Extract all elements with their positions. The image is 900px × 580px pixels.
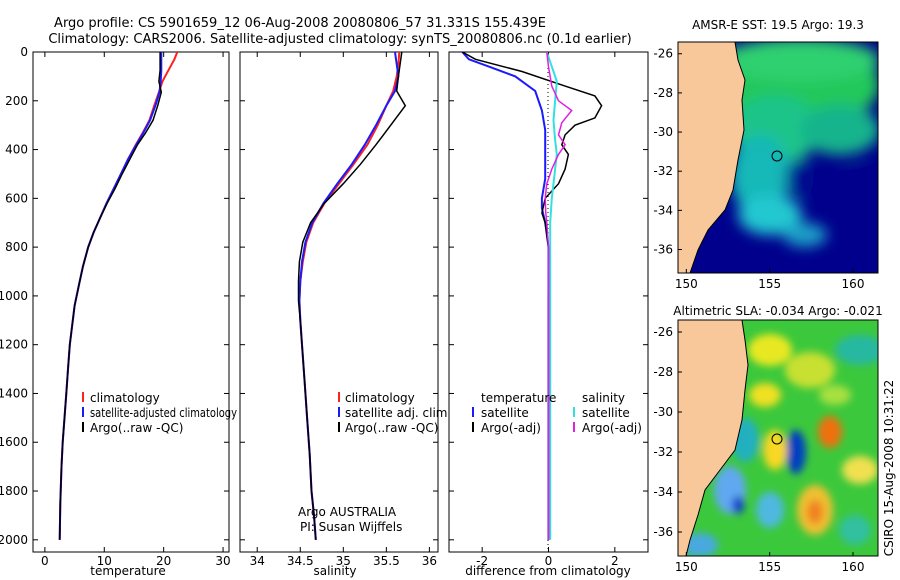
y-tick-label: 1600	[0, 435, 28, 449]
x-tick-label: 20	[156, 554, 171, 568]
y-tick-label: 2000	[0, 533, 28, 547]
map-y-tick-label: -32	[653, 164, 673, 178]
map-y-tick-label: -26	[653, 325, 673, 339]
temperature-axes-frame	[32, 51, 230, 553]
x-tick-label: 34.5	[287, 554, 314, 568]
legend-swatch-argo	[82, 422, 84, 432]
map-x-tick-label: 160	[842, 277, 865, 291]
map-y-tick-label: -36	[653, 243, 673, 257]
map-y-tick-label: -34	[653, 485, 673, 499]
x-tick-label: 10	[97, 554, 112, 568]
map-x-tick-label: 155	[758, 560, 781, 574]
argo-program-annotation: Argo AUSTRALIA	[298, 505, 397, 519]
legend-satellite-temp: satellite	[481, 406, 529, 420]
difference-panel: -2 0 2 difference from climatology tempera…	[448, 51, 649, 578]
sst-argo-location-marker	[771, 150, 783, 162]
temperature-ticks: 0 10 20 30 0 200 400 600 800 1000 1200 1400 1600 1800…	[0, 45, 231, 568]
pi-annotation: PI: Susan Wijffels	[300, 520, 402, 534]
temperature-legend: climatology satellite-adjusted climatolo…	[82, 391, 237, 435]
temperature-xlabel: temperature	[90, 564, 165, 578]
map-y-tick-label: -32	[653, 445, 673, 459]
map-y-tick-label: -30	[653, 125, 673, 139]
figure-title-line2: Climatology: CARS2006. Satellite-adjuste…	[48, 32, 631, 47]
salinity-line-argo	[297, 52, 407, 540]
x-tick-label: 0	[545, 554, 553, 568]
legend-swatch-climatology	[338, 392, 340, 402]
map-x-tick-label: 160	[842, 560, 865, 574]
x-tick-label: 0	[41, 554, 49, 568]
x-tick-label: 2	[611, 554, 619, 568]
sla-map-title: Altimetric SLA: -0.034 Argo: -0.021	[673, 304, 882, 318]
y-tick-label: 1000	[0, 289, 28, 303]
legend-satellite-sal: satellite	[582, 406, 630, 420]
sla-map-ticks: 150 155 160 -26 -28 -30 -32 -34 -36	[653, 325, 864, 574]
legend-argo: Argo(..raw -QC)	[345, 421, 438, 435]
map-x-tick-label: 150	[675, 560, 698, 574]
legend-swatch-satellite-sal	[573, 407, 575, 417]
map-y-tick-label: -34	[653, 203, 673, 217]
salinity-axes-frame	[239, 51, 439, 553]
map-y-tick-label: -28	[653, 365, 673, 379]
sla-map-panel: Altimetric SLA: -0.034 Argo: -0.021	[653, 304, 882, 574]
y-tick-label: 0	[20, 45, 28, 59]
figure-title-line1: Argo profile: CS 5901659_12 06-Aug-2008 …	[54, 16, 546, 31]
legend-swatch-satellite	[82, 407, 84, 417]
y-tick-label: 600	[5, 191, 28, 205]
map-y-tick-label: -36	[653, 525, 673, 539]
salinity-ticks: 34 34.5 35 35.5 36	[240, 51, 438, 568]
y-tick-label: 200	[5, 94, 28, 108]
y-tick-label: 1200	[0, 338, 28, 352]
temperature-line-argo	[58, 52, 163, 540]
temperature-panel: 0 10 20 30 0 200 400 600 800 1000 1200 1400 1600 1800…	[0, 45, 237, 578]
legend-satellite: satellite-adjusted climatology	[90, 406, 237, 420]
difference-xlabel: difference from climatology	[465, 564, 631, 578]
sst-map-panel: AMSR-E SST: 19.5 Argo: 19.3 150 155 160 -26…	[653, 18, 879, 291]
y-tick-label: 1800	[0, 484, 28, 498]
sst-map-title: AMSR-E SST: 19.5 Argo: 19.3	[692, 18, 864, 32]
x-tick-label: 36	[422, 554, 437, 568]
sst-map-image	[678, 42, 878, 273]
legend-argo-temp: Argo(-adj)	[481, 421, 541, 435]
x-tick-label: 34	[250, 554, 265, 568]
legend-salinity-header: salinity	[582, 391, 625, 405]
csiro-timestamp-label: CSIRO 15-Aug-2008 10:31:22	[882, 380, 896, 556]
legend-swatch-argo	[338, 422, 340, 432]
salinity-panel: 34 34.5 35 35.5 36 salinity climatology sate…	[239, 51, 451, 578]
legend-temperature-header: temperature	[481, 391, 556, 405]
sla-map-image	[678, 320, 878, 556]
map-y-tick-label: -26	[653, 47, 673, 61]
x-tick-label: -2	[476, 554, 488, 568]
legend-argo-sal: Argo(-adj)	[582, 421, 642, 435]
legend-swatch-satellite-temp	[472, 407, 474, 417]
map-x-tick-label: 155	[758, 277, 781, 291]
x-tick-label: 35	[336, 554, 351, 568]
legend-argo: Argo(..raw -QC)	[90, 421, 183, 435]
x-tick-label: 30	[215, 554, 230, 568]
difference-legend: temperature satellite Argo(-adj) salinit…	[472, 391, 642, 435]
legend-satellite: satellite adj. clim.	[345, 406, 451, 420]
salinity-xlabel: salinity	[313, 564, 356, 578]
map-y-tick-label: -28	[653, 86, 673, 100]
legend-climatology: climatology	[90, 391, 160, 405]
legend-swatch-satellite	[338, 407, 340, 417]
salinity-legend: climatology satellite adj. clim. Argo(..…	[338, 391, 451, 435]
legend-swatch-climatology	[82, 392, 84, 402]
y-tick-label: 800	[5, 240, 28, 254]
sla-argo-location-marker	[771, 433, 783, 445]
legend-climatology: climatology	[345, 391, 415, 405]
x-tick-label: 35.5	[373, 554, 400, 568]
difference-line-argo-salinity	[544, 52, 573, 540]
y-tick-label: 1400	[0, 386, 28, 400]
map-x-tick-label: 150	[675, 277, 698, 291]
y-tick-label: 400	[5, 143, 28, 157]
legend-swatch-argo-sal	[573, 422, 575, 432]
legend-swatch-argo-temp	[472, 422, 474, 432]
sst-map-ticks: 150 155 160 -26 -28 -30 -32 -34 -36	[653, 47, 864, 291]
map-y-tick-label: -30	[653, 405, 673, 419]
